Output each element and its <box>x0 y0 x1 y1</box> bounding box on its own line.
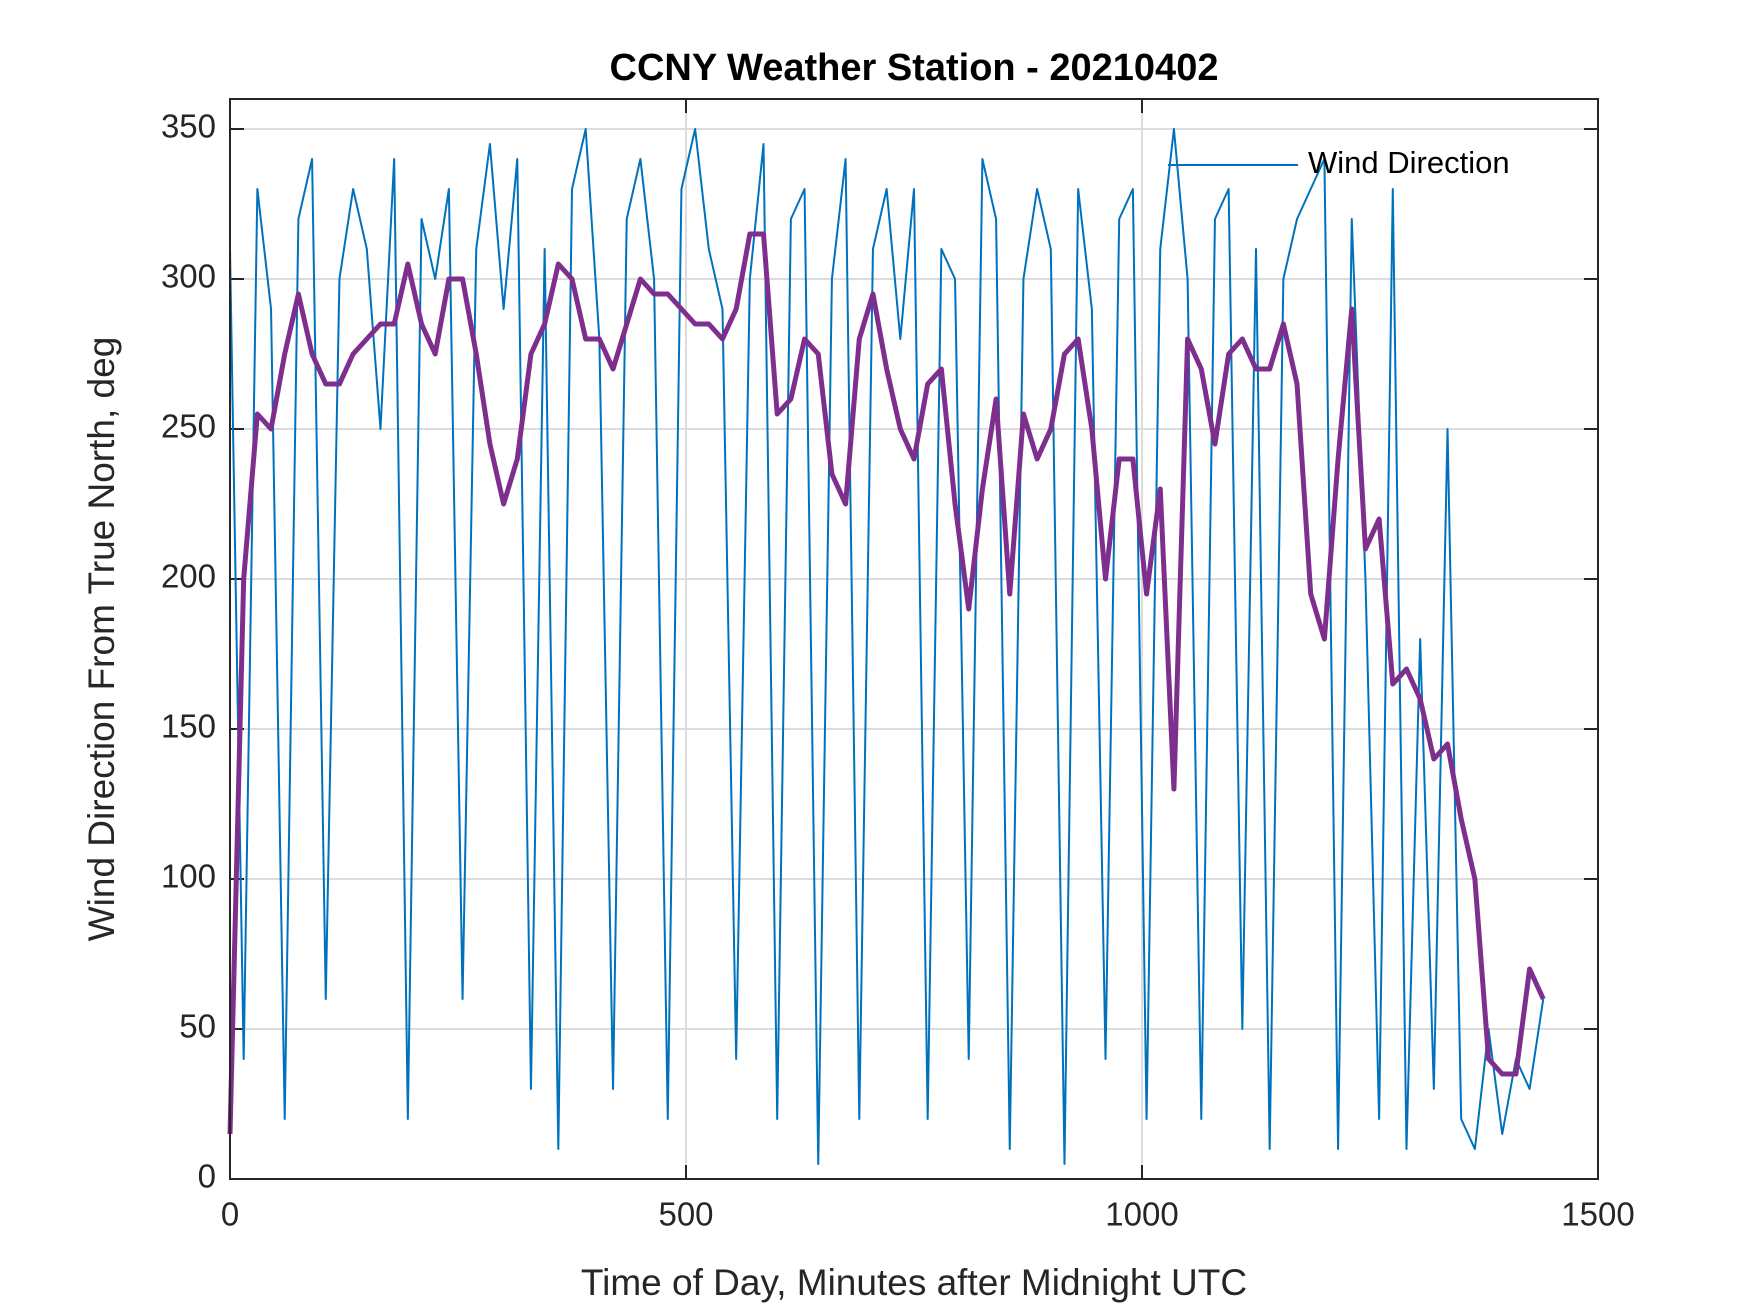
y-tick-label: 300 <box>161 258 216 295</box>
data-line <box>227 231 1546 1135</box>
axes-box <box>229 98 1599 1180</box>
x-tick-label: 1000 <box>1105 1196 1178 1233</box>
x-tick-label: 1500 <box>1561 1196 1634 1233</box>
y-tick-label: 350 <box>161 108 216 145</box>
x-tick-label: 500 <box>658 1196 713 1233</box>
y-tick-label: 100 <box>161 858 216 895</box>
y-axis-label: Wind Direction From True North, deg <box>81 337 122 942</box>
chart-title: CCNY Weather Station - 20210402 <box>610 47 1219 89</box>
x-tick-label: 0 <box>221 1196 239 1233</box>
y-tick-label: 200 <box>161 558 216 595</box>
legend-text: Wind Direction <box>1308 145 1510 180</box>
x-axis-label: Time of Day, Minutes after Midnight UTC <box>581 1262 1247 1303</box>
data-line <box>229 128 1545 1165</box>
y-tick-label: 0 <box>198 1158 216 1195</box>
plot-area <box>230 99 1598 1179</box>
y-tick-label: 250 <box>161 408 216 445</box>
y-tick-label: 150 <box>161 708 216 745</box>
y-tick-label: 50 <box>179 1008 216 1045</box>
